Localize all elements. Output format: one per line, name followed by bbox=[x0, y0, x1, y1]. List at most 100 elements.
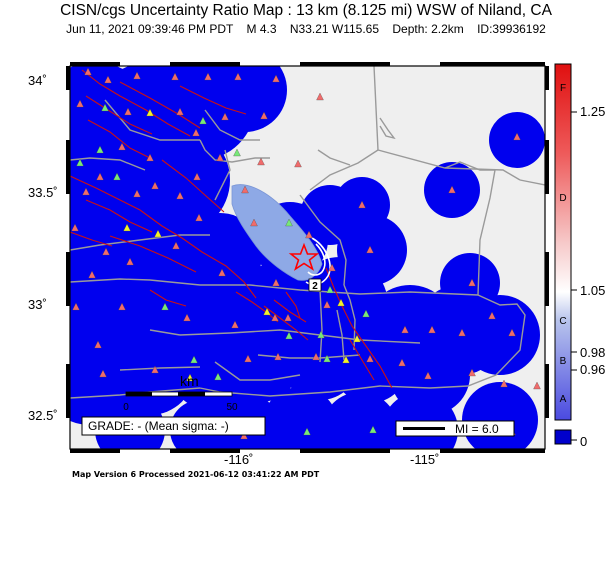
station-triangle-icon[interactable] bbox=[284, 313, 292, 322]
station-triangle-icon[interactable] bbox=[183, 313, 191, 322]
station-triangle-icon[interactable] bbox=[84, 67, 92, 76]
station-triangle-icon[interactable] bbox=[369, 425, 377, 434]
station-triangle-icon[interactable] bbox=[118, 302, 126, 311]
station-triangle-icon[interactable] bbox=[342, 355, 350, 364]
station-triangle-icon[interactable] bbox=[216, 153, 224, 162]
epicenter-star-icon[interactable] bbox=[288, 242, 320, 271]
station-triangle-icon[interactable] bbox=[71, 223, 79, 232]
station-triangle-icon[interactable] bbox=[161, 302, 169, 311]
station-triangle-icon[interactable] bbox=[82, 187, 90, 196]
station-triangle-icon[interactable] bbox=[233, 148, 241, 157]
station-triangle-icon[interactable] bbox=[468, 368, 476, 377]
station-triangle-icon[interactable] bbox=[424, 371, 432, 380]
station-triangle-icon[interactable] bbox=[199, 116, 207, 125]
event-magnitude: M 4.3 bbox=[246, 22, 277, 36]
station-triangle-icon[interactable] bbox=[263, 307, 271, 316]
frame-ticks bbox=[66, 62, 549, 453]
station-triangle-icon[interactable] bbox=[274, 352, 282, 361]
station-triangle-icon[interactable] bbox=[146, 108, 154, 117]
station-triangle-icon[interactable] bbox=[244, 354, 252, 363]
station-triangle-icon[interactable] bbox=[154, 229, 162, 238]
station-triangle-icon[interactable] bbox=[303, 427, 311, 436]
station-triangle-icon[interactable] bbox=[146, 153, 154, 162]
station-triangle-icon[interactable] bbox=[366, 354, 374, 363]
station-triangle-icon[interactable] bbox=[468, 278, 476, 287]
station-triangle-icon[interactable] bbox=[366, 245, 374, 254]
station-triangle-icon[interactable] bbox=[401, 325, 409, 334]
station-triangle-icon[interactable] bbox=[285, 218, 293, 227]
station-triangle-icon[interactable] bbox=[76, 158, 84, 167]
station-triangle-icon[interactable] bbox=[317, 330, 325, 339]
station-triangle-icon[interactable] bbox=[172, 241, 180, 250]
station-triangle-icon[interactable] bbox=[99, 369, 107, 378]
uncertainty-disc bbox=[203, 66, 287, 132]
station-triangle-icon[interactable] bbox=[96, 172, 104, 181]
station-triangle-icon[interactable] bbox=[151, 181, 159, 190]
station-triangle-icon[interactable] bbox=[241, 185, 249, 194]
grade-letter-a: A bbox=[559, 394, 567, 405]
station-triangle-icon[interactable] bbox=[96, 145, 104, 154]
station-triangle-icon[interactable] bbox=[257, 157, 265, 166]
station-triangle-icon[interactable] bbox=[192, 128, 200, 137]
station-triangle-icon[interactable] bbox=[305, 230, 313, 239]
station-triangle-icon[interactable] bbox=[186, 373, 194, 382]
station-triangle-icon[interactable] bbox=[171, 72, 179, 81]
station-triangle-icon[interactable] bbox=[285, 331, 293, 340]
station-triangle-icon[interactable] bbox=[94, 340, 102, 349]
station-triangle-icon[interactable] bbox=[176, 191, 184, 200]
station-triangle-icon[interactable] bbox=[231, 320, 239, 329]
station-triangle-icon[interactable] bbox=[193, 172, 201, 181]
station-triangle-icon[interactable] bbox=[250, 218, 258, 227]
station-triangle-icon[interactable] bbox=[448, 185, 456, 194]
station-triangle-icon[interactable] bbox=[204, 72, 212, 81]
station-triangle-icon[interactable] bbox=[234, 72, 242, 81]
station-triangle-icon[interactable] bbox=[272, 278, 280, 287]
station-triangle-icon[interactable] bbox=[271, 313, 279, 322]
station-triangle-icon[interactable] bbox=[362, 309, 370, 318]
station-triangle-icon[interactable] bbox=[312, 352, 320, 361]
station-triangle-icon[interactable] bbox=[358, 200, 366, 209]
station-triangle-icon[interactable] bbox=[353, 334, 361, 343]
station-triangle-icon[interactable] bbox=[428, 325, 436, 334]
station-triangle-icon[interactable] bbox=[326, 285, 334, 294]
station-triangle-icon[interactable] bbox=[126, 257, 134, 266]
station-triangle-icon[interactable] bbox=[113, 172, 121, 181]
station-triangle-icon[interactable] bbox=[151, 365, 159, 374]
station-triangle-icon[interactable] bbox=[214, 372, 222, 381]
uncertainty-disc bbox=[462, 382, 538, 449]
station-triangle-icon[interactable] bbox=[133, 189, 141, 198]
station-triangle-icon[interactable] bbox=[221, 112, 229, 121]
station-triangle-icon[interactable] bbox=[72, 302, 80, 311]
station-triangle-icon[interactable] bbox=[124, 107, 132, 116]
station-triangle-icon[interactable] bbox=[133, 71, 141, 80]
station-triangle-icon[interactable] bbox=[176, 107, 184, 116]
station-triangle-icon[interactable] bbox=[101, 103, 109, 112]
road-network bbox=[70, 66, 545, 399]
station-triangle-icon[interactable] bbox=[488, 311, 496, 320]
station-triangle-icon[interactable] bbox=[323, 354, 331, 363]
station-triangle-icon[interactable] bbox=[323, 300, 331, 309]
station-triangle-icon[interactable] bbox=[260, 111, 268, 120]
station-triangle-icon[interactable] bbox=[508, 328, 516, 337]
grade-box bbox=[81, 416, 266, 436]
station-triangle-icon[interactable] bbox=[123, 223, 131, 232]
station-triangle-icon[interactable] bbox=[195, 213, 203, 222]
station-triangle-icon[interactable] bbox=[272, 74, 280, 83]
station-triangle-icon[interactable] bbox=[76, 99, 84, 108]
station-triangle-icon[interactable] bbox=[316, 92, 324, 101]
station-triangle-icon[interactable] bbox=[118, 142, 126, 151]
station-triangle-icon[interactable] bbox=[294, 159, 302, 168]
station-triangle-icon[interactable] bbox=[500, 379, 508, 388]
station-triangle-icon[interactable] bbox=[328, 263, 336, 272]
station-triangle-icon[interactable] bbox=[398, 358, 406, 367]
station-triangle-icon[interactable] bbox=[218, 268, 226, 277]
station-triangle-icon[interactable] bbox=[102, 247, 110, 256]
station-triangle-icon[interactable] bbox=[104, 75, 112, 84]
station-triangle-icon[interactable] bbox=[458, 328, 466, 337]
station-triangle-icon[interactable] bbox=[533, 381, 541, 390]
station-triangle-icon[interactable] bbox=[513, 132, 521, 141]
station-triangle-icon[interactable] bbox=[88, 270, 96, 279]
station-triangle-icon[interactable] bbox=[337, 298, 345, 307]
station-triangle-icon[interactable] bbox=[190, 355, 198, 364]
